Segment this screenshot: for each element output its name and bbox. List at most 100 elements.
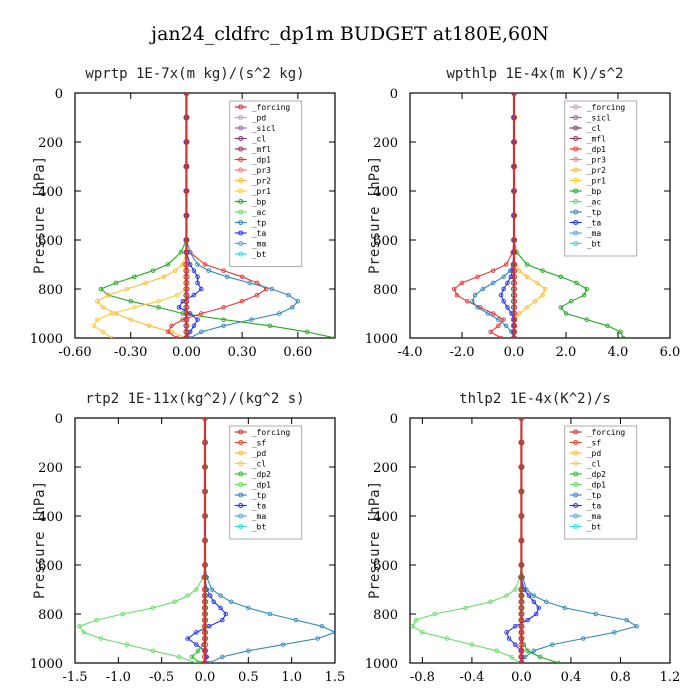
legend-entry: _ta xyxy=(587,502,602,511)
series-point-ta xyxy=(505,305,510,310)
series-point-ta xyxy=(191,292,197,298)
series-point-bp xyxy=(525,648,530,654)
series-point-dp1 xyxy=(496,323,501,329)
series-point-ac xyxy=(98,636,104,641)
plot-frame xyxy=(74,92,336,339)
y-tick-label: 0 xyxy=(390,87,398,102)
series-point-tp xyxy=(286,292,291,298)
series-point-tp xyxy=(290,305,295,310)
series-point-ac xyxy=(504,593,509,598)
series-point-tp xyxy=(319,624,325,629)
series-point-forcing xyxy=(510,93,518,97)
series-point-ta xyxy=(218,605,223,611)
series-point-ta xyxy=(223,611,229,617)
series-point-forcing xyxy=(201,653,209,660)
series-point-tp xyxy=(225,274,230,280)
series-point-ac xyxy=(150,648,156,654)
series-point-bp xyxy=(581,292,587,298)
series-point-ta xyxy=(506,636,512,641)
series-point-forcing xyxy=(510,285,518,293)
legend-entry: _dp2 xyxy=(252,470,271,479)
series-point-forcing xyxy=(201,561,209,569)
series-point-forcing xyxy=(518,604,525,611)
series-point-bp xyxy=(150,268,156,273)
series-point-forcing xyxy=(510,261,518,268)
series-point-tp xyxy=(332,630,335,635)
series-point-forcing xyxy=(183,316,190,323)
legend-entry: _sicl xyxy=(252,124,276,133)
x-tick-label: -0.60 xyxy=(58,345,91,360)
series-point-bp xyxy=(165,262,171,267)
y-tick-label: 600 xyxy=(38,234,63,249)
series-point-ac xyxy=(469,642,475,647)
series-line-ta xyxy=(505,418,540,663)
series-point-dp1 xyxy=(498,335,504,338)
series-point-forcing xyxy=(510,212,518,219)
legend-marker xyxy=(238,482,244,487)
legend-marker xyxy=(238,461,244,466)
series-point-ta xyxy=(195,280,200,286)
legend-entry: _dp1 xyxy=(252,156,271,165)
y-tick-label: 1000 xyxy=(365,332,398,347)
series-point-tp xyxy=(472,292,478,298)
series-point-tp xyxy=(485,311,491,316)
legend-entry: _ac xyxy=(587,198,602,207)
legend-marker xyxy=(238,230,244,236)
legend-entry: _sf xyxy=(587,439,602,448)
series-point-ac xyxy=(512,587,518,592)
series-point-forcing xyxy=(510,163,518,170)
series-point-forcing xyxy=(518,647,525,654)
series-point-ta xyxy=(195,317,200,322)
series-point-forcing xyxy=(183,298,190,305)
series-point-tp xyxy=(624,617,629,623)
series-point-ta xyxy=(531,599,537,605)
series-point-bp xyxy=(178,249,184,255)
series-point-forcing xyxy=(518,561,525,569)
series-point-bp xyxy=(304,329,310,335)
panel-title: thlp2 1E-4x(K^2)/s xyxy=(459,391,611,407)
series-point-dp1 xyxy=(174,335,180,338)
series-line-bp xyxy=(520,418,559,663)
series-point-pr1 xyxy=(174,292,180,298)
series-point-forcing xyxy=(183,310,190,317)
series-point-dp1 xyxy=(451,286,457,292)
series-group xyxy=(451,93,626,338)
y-tick-label: 600 xyxy=(38,559,63,574)
series-point-pr2 xyxy=(540,292,545,298)
legend-entry: _pr2 xyxy=(252,177,271,186)
series-point-dp1 xyxy=(503,262,509,267)
series-point-ac xyxy=(516,660,522,663)
y-tick-label: 400 xyxy=(38,185,63,200)
series-point-forcing xyxy=(518,659,525,663)
series-point-forcing xyxy=(183,328,190,335)
series-point-tp xyxy=(496,317,501,322)
series-point-forcing xyxy=(510,334,518,338)
series-point-forcing xyxy=(518,537,525,544)
series-point-forcing xyxy=(518,598,525,605)
legend-marker xyxy=(238,157,244,162)
series-point-dp1 xyxy=(239,299,245,304)
legend-entry: _sicl xyxy=(587,114,611,123)
series-point-ac xyxy=(410,624,415,629)
series-point-forcing xyxy=(183,279,190,286)
legend-marker xyxy=(238,104,244,110)
legend-marker xyxy=(573,104,579,110)
legend-entry: _dp1 xyxy=(252,481,271,490)
series-point-ta xyxy=(526,593,532,598)
legend-marker xyxy=(573,492,579,498)
series-point-forcing xyxy=(183,334,190,338)
series-point-forcing xyxy=(201,604,209,611)
series-point-forcing xyxy=(510,328,518,335)
x-tick-label: 0.0 xyxy=(504,345,525,360)
series-point-ac xyxy=(185,593,190,598)
legend-entry: _forcing xyxy=(587,428,626,437)
series-point-dp1 xyxy=(202,262,208,267)
series-point-forcing xyxy=(510,316,518,323)
series-point-ac xyxy=(150,605,156,611)
y-tick-label: 800 xyxy=(373,608,398,623)
series-point-bp xyxy=(556,660,561,663)
series-point-tp xyxy=(634,624,639,629)
legend-marker xyxy=(573,513,579,519)
legend-marker xyxy=(573,450,579,456)
series-point-forcing xyxy=(518,592,525,599)
